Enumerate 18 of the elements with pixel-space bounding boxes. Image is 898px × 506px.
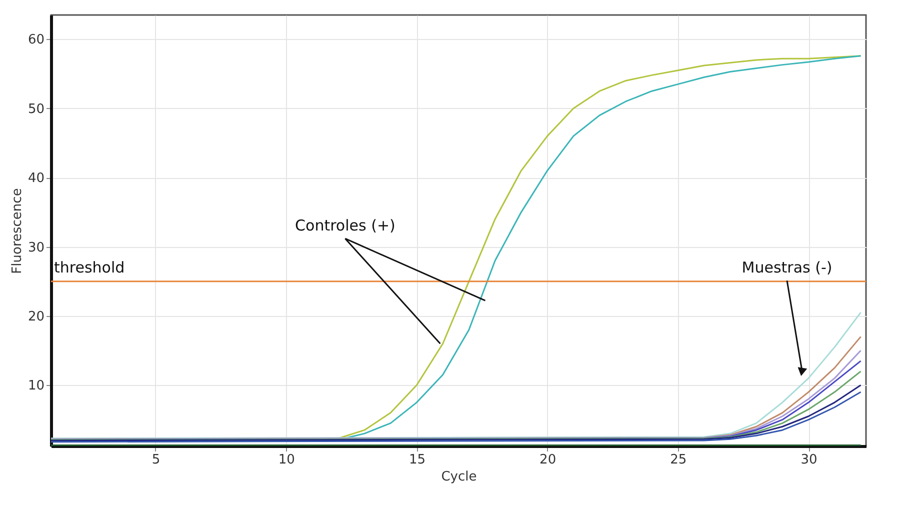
y-tick-label: 10: [28, 378, 44, 394]
annotation: Muestras (-): [742, 258, 832, 277]
x-axis-title: Cycle: [441, 470, 477, 484]
x-tick-label: 20: [540, 452, 556, 468]
x-tick-label: 10: [278, 452, 295, 468]
annotation: Controles (+): [295, 216, 396, 235]
ref-line-label: threshold: [54, 258, 125, 276]
y-tick-label: 60: [28, 32, 44, 48]
x-tick-label: 15: [408, 452, 426, 468]
y-tick-label: 40: [28, 171, 44, 186]
x-tick-label: 5: [152, 452, 160, 468]
y-tick-label: 20: [28, 309, 44, 324]
line-series: [51, 312, 862, 440]
y-tick-label: 50: [28, 102, 44, 117]
x-tick-label: 30: [800, 452, 818, 468]
x-tick-label: 25: [670, 452, 687, 468]
y-tick-label: 30: [28, 240, 44, 256]
y-axis-title: Fluorescence: [10, 188, 25, 274]
